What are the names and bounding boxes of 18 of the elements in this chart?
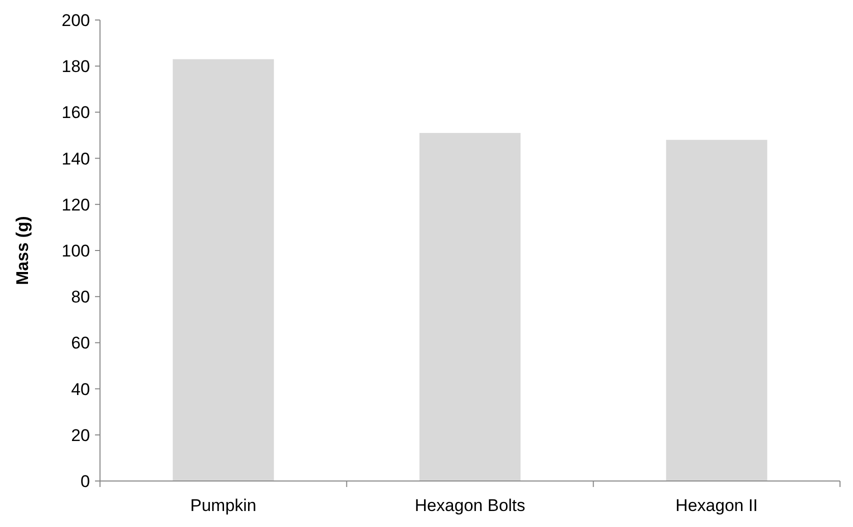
y-tick-label: 80 [71, 288, 90, 307]
y-tick-label: 40 [71, 380, 90, 399]
x-tick-label: Hexagon II [676, 496, 758, 515]
y-axis-title: Mass (g) [13, 216, 32, 285]
y-tick-label: 180 [62, 57, 90, 76]
bar [419, 132, 521, 481]
bar [666, 140, 768, 481]
y-tick-label: 60 [71, 334, 90, 353]
y-tick-label: 160 [62, 103, 90, 122]
y-tick-label: 200 [62, 10, 90, 30]
y-tick-label: 140 [62, 149, 90, 168]
x-tick-label: Pumpkin [190, 496, 256, 515]
y-tick-label: 0 [80, 472, 90, 491]
y-tick-label: 120 [62, 195, 90, 214]
y-tick-label: 100 [62, 241, 90, 260]
bar [172, 59, 274, 481]
y-tick-label: 20 [71, 426, 90, 445]
x-tick-label: Hexagon Bolts [414, 496, 526, 515]
